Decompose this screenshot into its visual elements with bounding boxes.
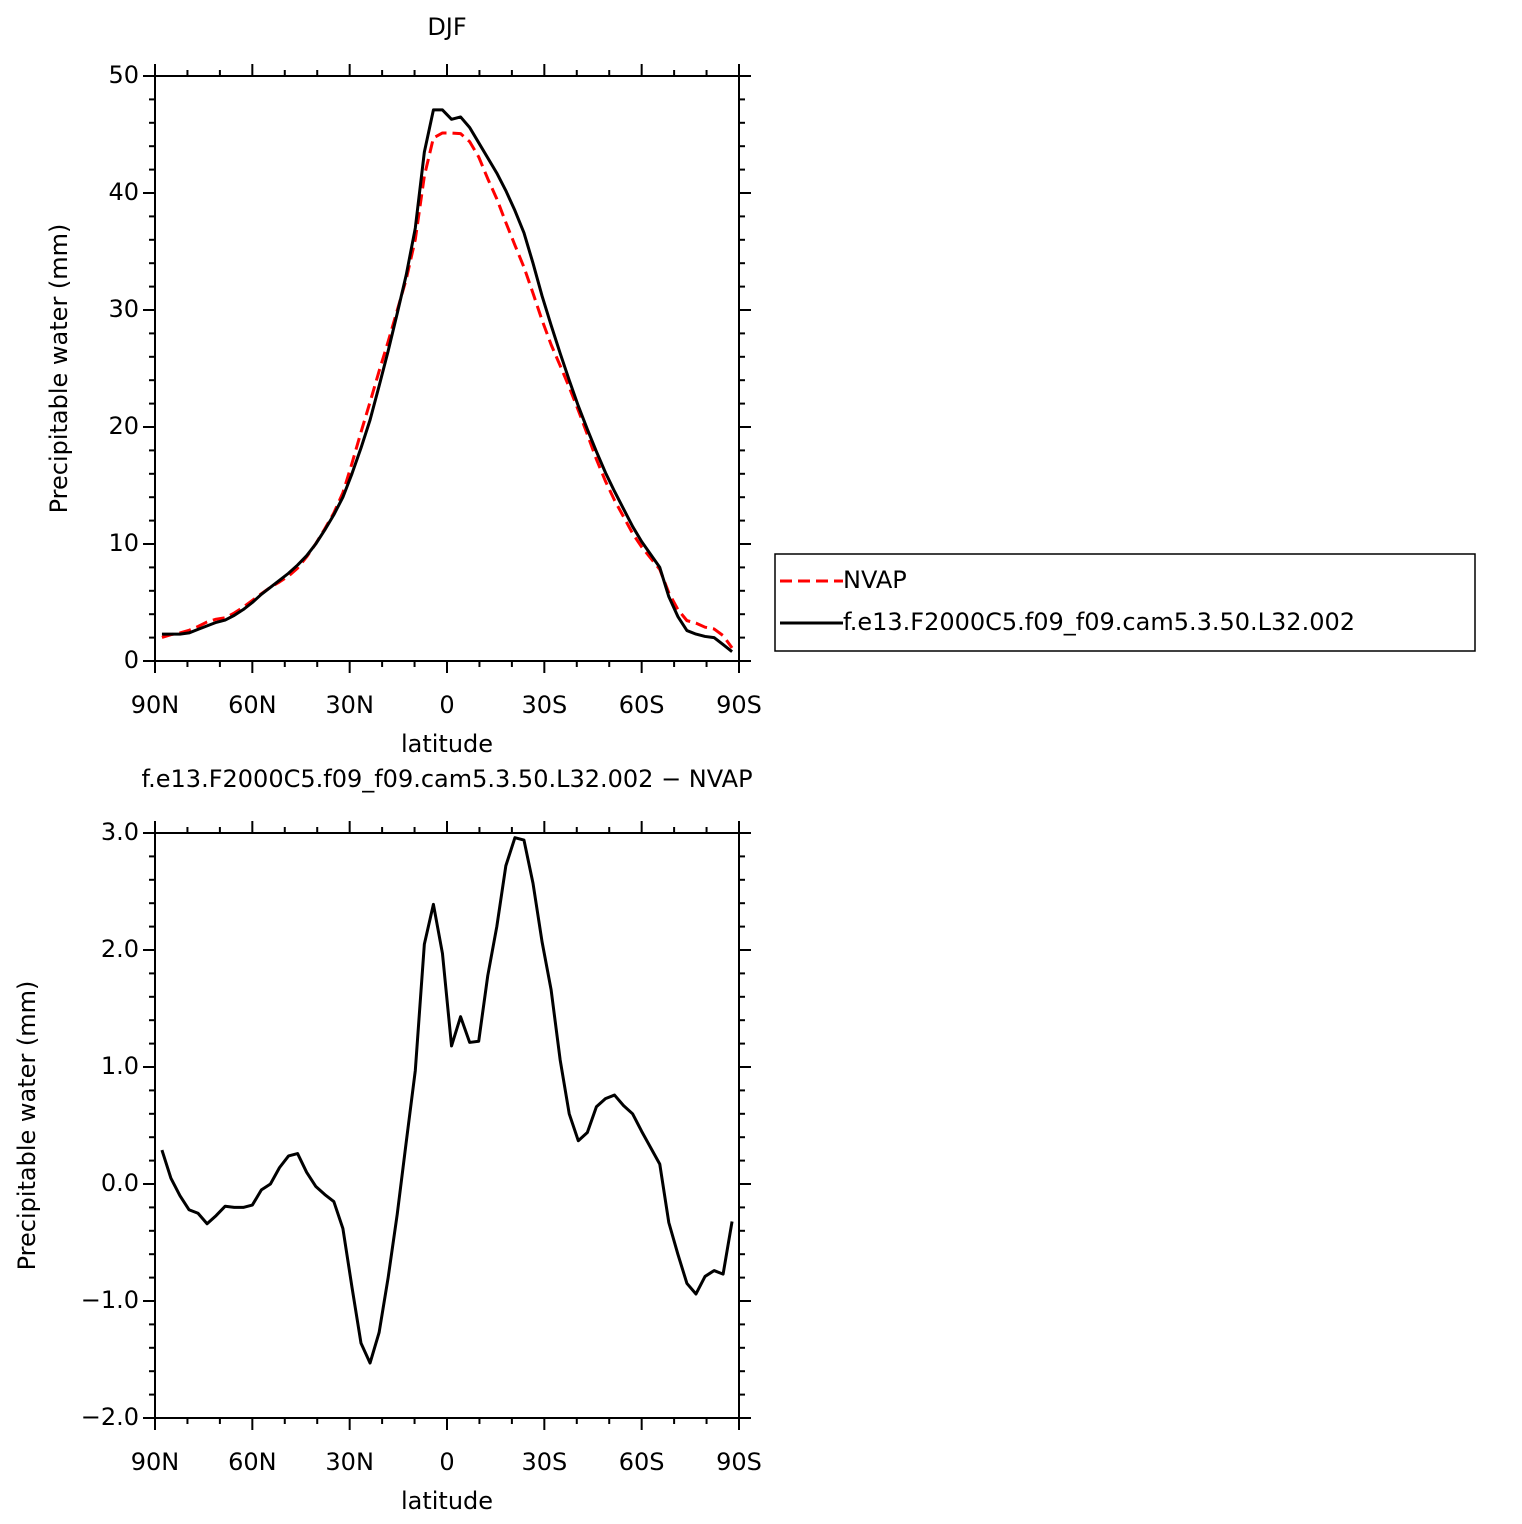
- x-tick-label: 30N: [325, 1448, 374, 1476]
- x-tick-label: 60S: [619, 691, 665, 719]
- x-tick-label: 0: [439, 691, 454, 719]
- y-axis-label: Precipitable water (mm): [45, 224, 73, 514]
- plot-frame: [154, 75, 740, 662]
- x-tick-label: 30S: [521, 691, 567, 719]
- legend-label: NVAP: [843, 566, 907, 594]
- x-tick-label: 60N: [228, 691, 277, 719]
- y-tick-label: 40: [108, 178, 139, 206]
- x-tick-label: 90N: [131, 1448, 180, 1476]
- x-tick-label: 60N: [228, 1448, 277, 1476]
- y-tick-label: 50: [108, 61, 139, 89]
- y-tick-label: 0.0: [101, 1169, 139, 1197]
- x-tick-label: 90N: [131, 691, 180, 719]
- legend-box: [774, 553, 1476, 652]
- x-tick-label: 60S: [619, 1448, 665, 1476]
- x-axis-label: latitude: [401, 730, 493, 758]
- y-tick-label: 2.0: [101, 935, 139, 963]
- x-tick-label: 30S: [521, 1448, 567, 1476]
- y-tick-label: 30: [108, 295, 139, 323]
- y-tick-label: 0: [124, 646, 139, 674]
- y-tick-label: 3.0: [101, 818, 139, 846]
- x-axis-label: latitude: [401, 1487, 493, 1515]
- y-tick-label: −1.0: [81, 1286, 139, 1314]
- legend-label: f.e13.F2000C5.f09_f09.cam5.3.50.L32.002: [843, 608, 1355, 636]
- y-tick-label: 1.0: [101, 1052, 139, 1080]
- data-line: [161, 131, 734, 649]
- x-tick-label: 30N: [325, 691, 374, 719]
- y-tick-label: 10: [108, 529, 139, 557]
- y-axis-label: Precipitable water (mm): [13, 981, 41, 1271]
- data-line: [161, 108, 733, 653]
- x-tick-label: 90S: [716, 691, 762, 719]
- data-line: [160, 836, 734, 1365]
- y-tick-label: 20: [108, 412, 139, 440]
- x-tick-label: 0: [439, 1448, 454, 1476]
- chart-title: f.e13.F2000C5.f09_f09.cam5.3.50.L32.002 …: [141, 765, 752, 793]
- x-tick-label: 90S: [716, 1448, 762, 1476]
- chart-title: DJF: [427, 13, 466, 41]
- y-tick-label: −2.0: [81, 1403, 139, 1431]
- plot-frame: [154, 832, 740, 1419]
